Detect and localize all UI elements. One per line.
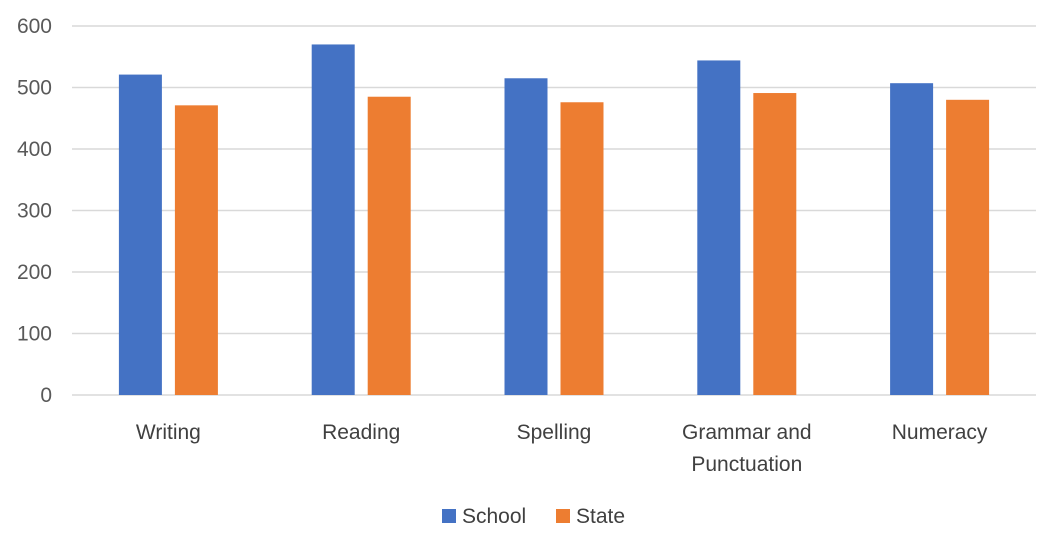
y-tick-label: 600 [17,15,52,38]
x-category-label: Numeracy [892,421,988,444]
legend-swatch-state [556,509,570,523]
legend-label-state: State [576,505,625,528]
legend-swatch-school [442,509,456,523]
y-tick-label: 300 [17,200,52,223]
bar-school-1 [311,44,355,395]
bar-state-3 [753,93,797,395]
x-category-label: Writing [136,421,201,444]
x-category-label: Reading [322,421,400,444]
bar-state-1 [367,96,411,395]
y-tick-label: 500 [17,77,52,100]
y-tick-label: 100 [17,323,52,346]
y-axis-tick-labels: 0 100 200 300 400 500 600 [17,15,52,407]
bar-state-0 [174,105,218,396]
x-category-label: Punctuation [691,453,802,476]
x-category-label: Spelling [517,421,592,444]
bar-state-4 [946,99,990,396]
bar-state-2 [560,102,604,395]
bar-school-2 [504,78,548,396]
legend-label-school: School [462,505,526,528]
bar-school-3 [697,60,741,395]
y-tick-label: 400 [17,138,52,161]
x-axis-category-labels: Writing Reading Spelling Grammar and Punctua… [136,421,988,476]
x-category-label: Grammar and [682,421,812,444]
y-tick-label: 0 [40,384,52,407]
legend: School State [442,505,625,528]
gridlines [72,25,1036,396]
bar-school-0 [118,74,162,396]
y-tick-label: 200 [17,261,52,284]
bars [118,44,990,396]
bar-school-4 [890,83,934,395]
